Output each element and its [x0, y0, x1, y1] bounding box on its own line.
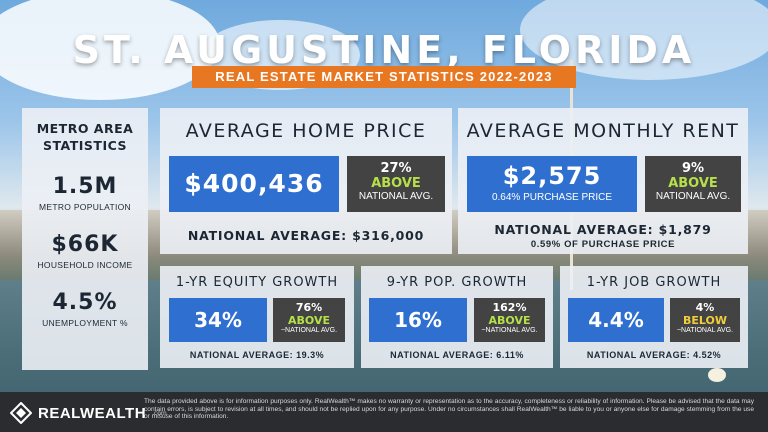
equity-heading: 1-YR EQUITY GROWTH	[175, 275, 339, 290]
jobs-compare-box: 4% BELOW ~NATIONAL AVG.	[670, 298, 740, 342]
home-price-compare-box: 27% ABOVE NATIONAL AVG.	[347, 156, 445, 212]
jobs-direction: BELOW	[683, 314, 727, 327]
population-direction: ABOVE	[488, 314, 531, 327]
rent-purchase-pct: 0.64% PURCHASE PRICE	[491, 192, 613, 203]
equity-compare-box: 76% ABOVE ~NATIONAL AVG.	[273, 298, 345, 342]
equity-compare-label: ~NATIONAL AVG.	[280, 327, 338, 334]
buoy-shape	[708, 368, 726, 382]
home-price-direction: ABOVE	[371, 176, 421, 191]
home-price-pct: 27%	[380, 161, 412, 176]
rent-compare-box: 9% ABOVE NATIONAL AVG.	[645, 156, 741, 212]
page-title: ST. AUGUSTINE, FLORIDA	[72, 28, 696, 72]
equity-growth-card: 1-YR EQUITY GROWTH 34% 76% ABOVE ~NATION…	[160, 266, 354, 368]
unemployment-value: 4.5%	[52, 290, 118, 315]
unemployment-label: UNEMPLOYMENT %	[42, 318, 128, 328]
metro-heading-line2: STATISTICS	[42, 138, 128, 153]
population-stat: 1.5M METRO POPULATION	[22, 174, 148, 212]
jobs-pct: 4%	[695, 301, 715, 314]
unemployment-stat: 4.5% UNEMPLOYMENT %	[22, 290, 148, 328]
equity-value: 34%	[194, 308, 242, 332]
metro-heading: METRO AREA STATISTICS	[22, 120, 148, 154]
home-price-card: AVERAGE HOME PRICE $400,436 27% ABOVE NA…	[160, 108, 452, 254]
jobs-compare-label: ~NATIONAL AVG.	[676, 327, 734, 334]
population-value: 16%	[394, 308, 442, 332]
rent-heading: AVERAGE MONTHLY RENT	[466, 120, 740, 142]
rent-value: $2,575	[502, 162, 602, 190]
population-heading: 9-YR POP. GROWTH	[386, 275, 528, 290]
population-label: METRO POPULATION	[38, 202, 131, 212]
income-label: HOUSEHOLD INCOME	[37, 260, 133, 270]
brand-name: REALWEALTH	[38, 404, 147, 422]
population-growth-card: 9-YR POP. GROWTH 16% 162% ABOVE ~NATIONA…	[361, 266, 553, 368]
population-compare-label: ~NATIONAL AVG.	[481, 327, 538, 334]
footer-bar: REALWEALTH .com The data provided above i…	[0, 392, 768, 432]
rent-card: AVERAGE MONTHLY RENT $2,575 0.64% PURCHA…	[458, 108, 748, 254]
rent-pct: 9%	[681, 161, 705, 176]
brand-suffix: .com	[152, 409, 167, 417]
home-price-value: $400,436	[184, 169, 324, 198]
equity-pct: 76%	[295, 301, 323, 314]
rent-value-box: $2,575 0.64% PURCHASE PRICE	[467, 156, 637, 212]
disclaimer-text: The data provided above is for informati…	[144, 398, 754, 421]
metro-heading-line1: METRO AREA	[36, 121, 134, 136]
metro-stats-panel: METRO AREA STATISTICS 1.5M METRO POPULAT…	[22, 108, 148, 370]
jobs-value-box: 4.4%	[568, 298, 664, 342]
rent-national-avg: NATIONAL AVERAGE: $1,879	[494, 222, 712, 237]
page-subtitle: REAL ESTATE MARKET STATISTICS 2022-2023	[192, 66, 576, 88]
rent-direction: ABOVE	[668, 176, 718, 191]
cloud-shape	[0, 0, 220, 100]
population-pct: 162%	[492, 301, 527, 314]
jobs-heading: 1-YR JOB GROWTH	[586, 275, 722, 290]
equity-national-avg: NATIONAL AVERAGE: 19.3%	[189, 350, 325, 360]
equity-value-box: 34%	[169, 298, 267, 342]
population-compare-box: 162% ABOVE ~NATIONAL AVG.	[474, 298, 545, 342]
income-value: $66K	[51, 232, 119, 257]
population-value-box: 16%	[369, 298, 467, 342]
job-growth-card: 1-YR JOB GROWTH 4.4% 4% BELOW ~NATIONAL …	[560, 266, 748, 368]
jobs-national-avg: NATIONAL AVERAGE: 4.52%	[586, 350, 722, 360]
equity-direction: ABOVE	[288, 314, 330, 327]
home-price-value-box: $400,436	[169, 156, 339, 212]
realwealth-emblem-icon	[10, 402, 32, 424]
jobs-value: 4.4%	[588, 308, 644, 332]
home-price-heading: AVERAGE HOME PRICE	[185, 120, 427, 142]
rent-compare-label: NATIONAL AVG.	[655, 191, 731, 202]
income-stat: $66K HOUSEHOLD INCOME	[22, 232, 148, 270]
home-price-compare-label: NATIONAL AVG.	[358, 191, 434, 202]
home-price-national-avg: NATIONAL AVERAGE: $316,000	[187, 228, 425, 243]
population-national-avg: NATIONAL AVERAGE: 6.11%	[390, 350, 524, 360]
rent-national-pct: 0.59% OF PURCHASE PRICE	[530, 239, 676, 250]
realwealth-logo[interactable]: REALWEALTH .com	[10, 402, 167, 424]
population-value: 1.5M	[52, 174, 118, 199]
